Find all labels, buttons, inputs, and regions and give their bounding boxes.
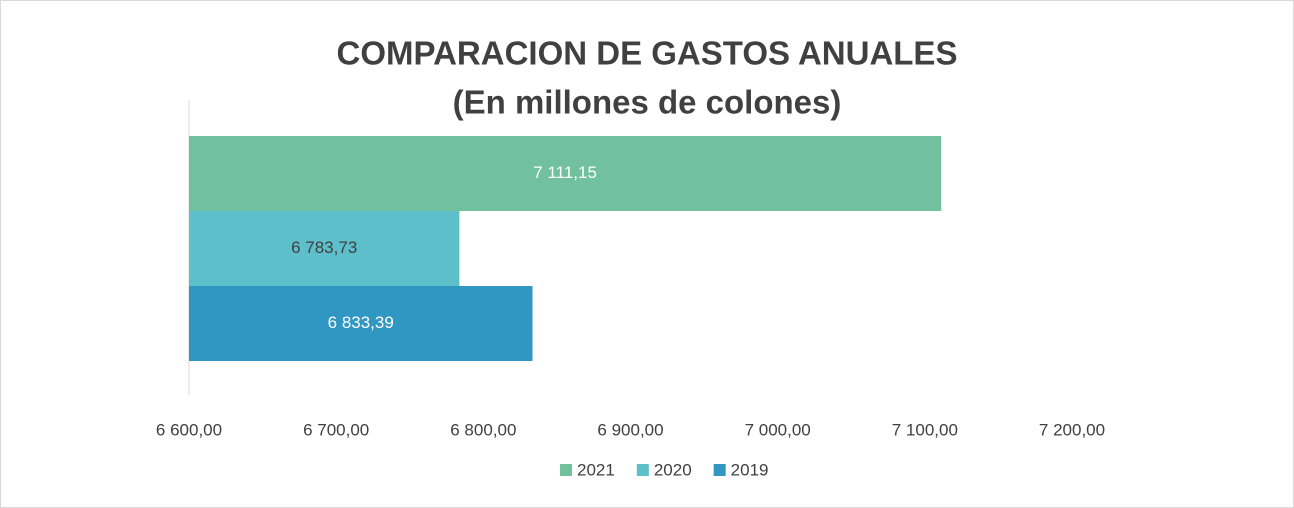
legend-swatch: [713, 464, 726, 476]
legend-label: 2019: [731, 460, 769, 479]
data-label: 6 783,73: [291, 238, 357, 257]
data-label: 6 833,39: [328, 313, 394, 332]
x-tick-label: 6 700,00: [303, 420, 369, 439]
legend-label: 2020: [654, 460, 692, 479]
x-tick-label: 7 000,00: [745, 420, 811, 439]
x-tick-label: 6 800,00: [450, 420, 516, 439]
legend-label: 2021: [577, 460, 615, 479]
bar: [189, 286, 533, 361]
chart-title: COMPARACION DE GASTOS ANUALES: [337, 35, 958, 72]
x-tick-label: 6 900,00: [597, 420, 663, 439]
bar: [189, 136, 942, 211]
bar: [189, 211, 460, 286]
x-tick-label: 6 600,00: [156, 420, 222, 439]
chart-subtitle: (En millones de colones): [453, 84, 842, 121]
x-tick-label: 7 200,00: [1039, 420, 1105, 439]
legend-swatch: [560, 464, 572, 476]
x-tick-label: 7 100,00: [892, 420, 958, 439]
data-label: 7 111,15: [533, 163, 597, 182]
legend-swatch: [636, 464, 649, 476]
